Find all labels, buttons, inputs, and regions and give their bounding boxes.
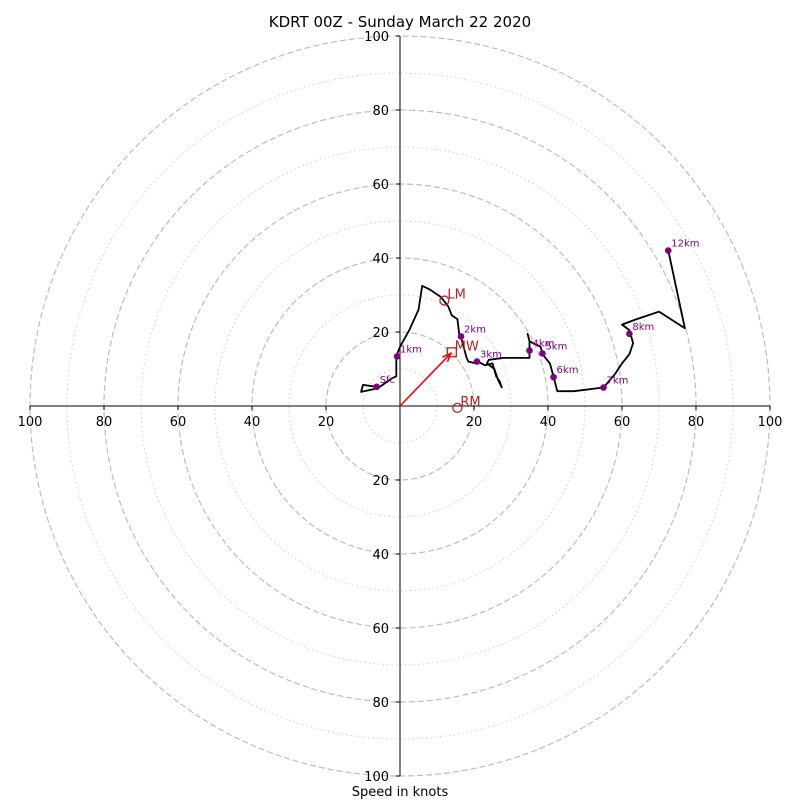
- x-tick-label-right-100: 100: [758, 415, 783, 430]
- x-tick-label-left-60: 60: [170, 415, 187, 430]
- y-tick-label-up-40: 40: [372, 252, 389, 267]
- height-marker-7km: [600, 384, 607, 391]
- height-label-8km: 8km: [632, 322, 654, 333]
- height-label-5km: 5km: [545, 341, 567, 352]
- x-tick-label-right-40: 40: [540, 415, 557, 430]
- height-label-4km: 4km: [533, 339, 555, 350]
- y-tick-label-up-100: 100: [364, 30, 389, 45]
- height-label-6km: 6km: [557, 365, 579, 376]
- rm-marker: [452, 402, 463, 414]
- lm-marker: [439, 295, 450, 306]
- mw-label: MW: [455, 339, 479, 354]
- lm-label: LM: [447, 288, 465, 303]
- x-tick-label-left-40: 40: [244, 415, 261, 430]
- height-marker-sfc: [373, 383, 380, 391]
- height-marker-2km: [457, 333, 465, 340]
- x-tick-label-left-80: 80: [96, 415, 113, 430]
- height-label-2km: 2km: [464, 324, 486, 335]
- x-tick-label-left-100: 100: [18, 415, 43, 430]
- tick-labels: 100 80 60 40 20 20 40 60 80 100 20 40 60 80 100 20 40 60 8…: [18, 30, 783, 785]
- rm-label: RM: [460, 395, 480, 410]
- y-tick-label-down-80: 80: [372, 696, 389, 711]
- x-tick-label-right-80: 80: [688, 415, 705, 430]
- height-marker-6km: [550, 373, 557, 381]
- height-marker-3km: [473, 358, 481, 365]
- y-tick-label-down-100: 100: [364, 770, 389, 785]
- mw-marker: [446, 347, 457, 358]
- y-tick-label-down-60: 60: [372, 622, 389, 637]
- height-label-sfc: Sfc: [380, 375, 395, 386]
- height-marker-12km: [664, 247, 672, 254]
- height-marker-4km: [526, 347, 533, 354]
- storm-motion-markers: LM RM MW: [399, 288, 481, 414]
- x-tick-label-right-60: 60: [614, 415, 631, 430]
- chart-title: KDRT 00Z - Sunday March 22 2020: [269, 13, 531, 31]
- height-marker-1km: [393, 353, 401, 360]
- height-label-1km: 1km: [400, 344, 422, 355]
- mean-wind-arrow: [399, 352, 452, 407]
- y-tick-label-up-80: 80: [372, 104, 389, 119]
- x-tick-label-right-20: 20: [466, 415, 483, 430]
- y-tick-label-down-20: 20: [372, 474, 389, 489]
- height-label-3km: 3km: [480, 350, 502, 361]
- height-label-7km: 7km: [607, 376, 629, 387]
- hodograph-trace: [360, 250, 686, 393]
- height-marker-5km: [539, 350, 546, 357]
- mean-wind-arrowhead: [442, 352, 453, 363]
- x-axis-label: Speed in knots: [352, 785, 449, 800]
- height-marker-8km: [626, 330, 633, 338]
- y-tick-label-down-40: 40: [372, 548, 389, 563]
- y-tick-label-up-60: 60: [372, 178, 389, 193]
- height-label-12km: 12km: [671, 239, 699, 250]
- x-tick-label-left-20: 20: [318, 415, 335, 430]
- y-tick-label-up-20: 20: [372, 326, 389, 341]
